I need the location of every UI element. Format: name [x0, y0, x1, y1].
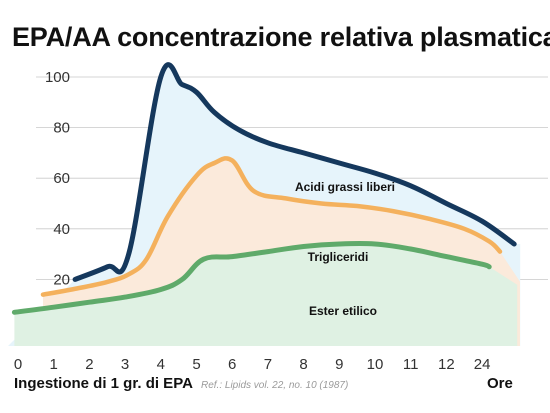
x-tick-label: 9 [335, 356, 343, 373]
series-label-free-fatty-acids: Acidi grassi liberi [295, 180, 395, 194]
x-tick-label: 8 [299, 356, 307, 373]
y-axis-ticks: 20 40 60 80 100 [45, 69, 70, 288]
line-triglycerides [40, 156, 503, 297]
y-tick-label: 60 [53, 170, 70, 187]
series-label-triglycerides: Trigliceridi [308, 250, 369, 264]
x-tick-label: 0 [14, 356, 22, 373]
y-tick-label: 100 [45, 69, 70, 86]
x-tick-label: 11 [403, 356, 419, 373]
chart-title: EPA/AA concentrazione relativa plasmatic… [12, 22, 550, 52]
line-ethyl-ester [11, 240, 492, 315]
x-tick-label: 10 [367, 356, 384, 373]
x-tick-label: 12 [438, 356, 455, 373]
series-lines [11, 62, 517, 315]
y-tick-label: 80 [53, 120, 70, 137]
x-tick-label: 6 [228, 356, 236, 373]
line-free-fatty-acids [72, 62, 517, 282]
series-labels: Acidi grassi liberi Trigliceridi Ester eti… [295, 180, 395, 318]
x-axis-unit: Ore [487, 375, 513, 392]
x-tick-label: 3 [121, 356, 129, 373]
x-tick-label: 5 [192, 356, 200, 373]
x-axis-label: Ingestione di 1 gr. di EPA [14, 375, 193, 392]
x-tick-label: 2 [85, 356, 93, 373]
fill-ethyl-ester [14, 243, 518, 346]
y-tick-label: 20 [53, 271, 70, 288]
x-tick-label: 4 [157, 356, 165, 373]
y-tick-label: 40 [53, 221, 70, 238]
reference-note: Ref.: Lipids vol. 22, no. 10 (1987) [201, 380, 349, 391]
series-fills [8, 64, 521, 346]
x-tick-label: 7 [264, 356, 272, 373]
series-label-ethyl-ester: Ester etilico [309, 304, 377, 318]
x-tick-label: 24 [474, 356, 491, 373]
x-tick-label: 1 [50, 356, 58, 373]
x-axis-ticks: 0 1 2 3 4 5 6 7 8 9 10 11 12 24 [14, 356, 491, 373]
